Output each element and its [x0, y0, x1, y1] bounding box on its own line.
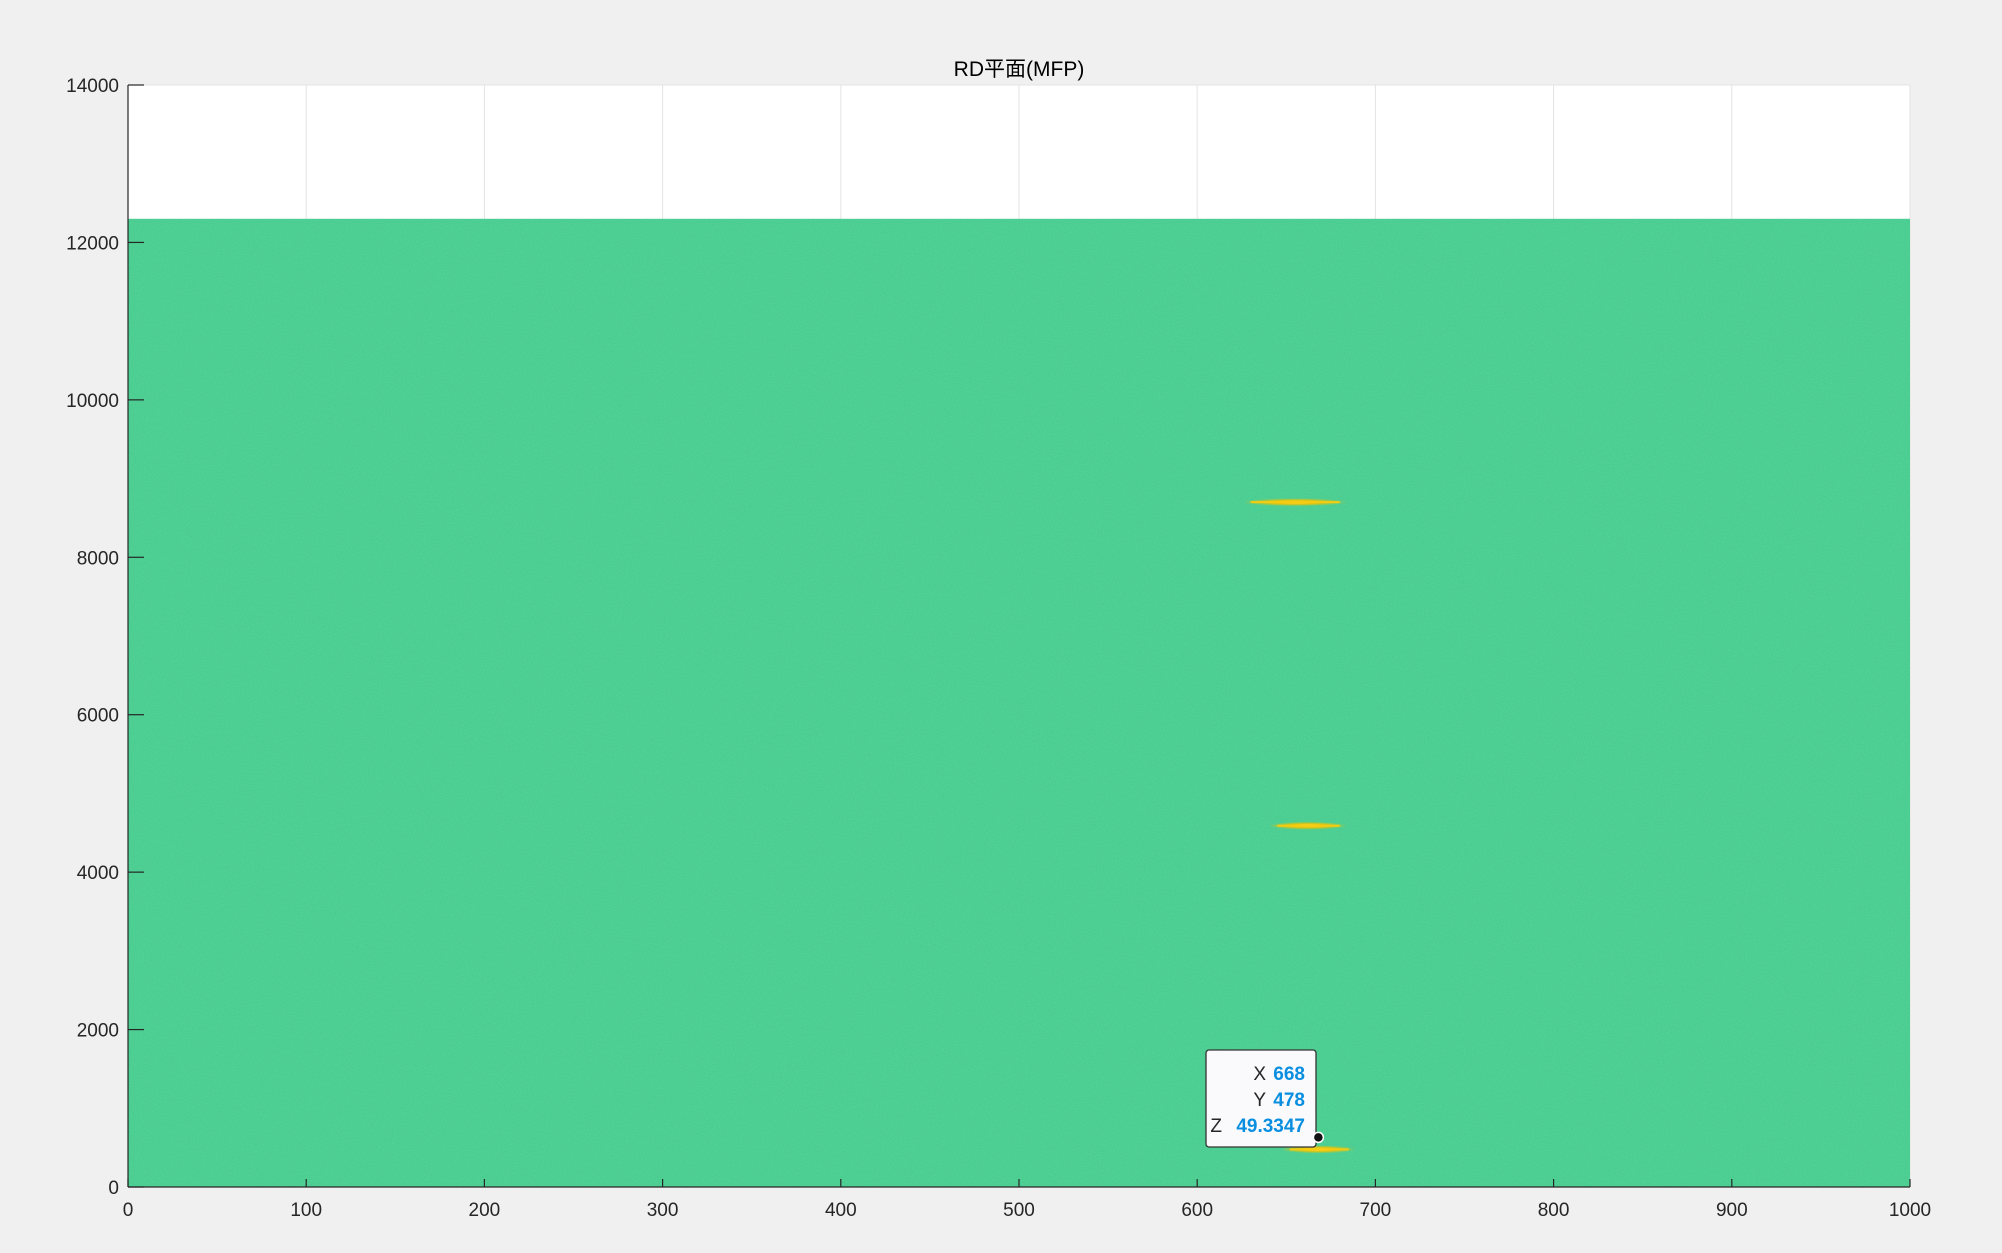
heatmap-noise — [128, 218, 1910, 1188]
x-tick-label-2: 200 — [469, 1200, 501, 1221]
datatip-value-y: 478 — [1273, 1090, 1305, 1111]
y-tick-label-4: 8000 — [77, 548, 119, 569]
datatip-value-z: 49.3347 — [1236, 1116, 1305, 1137]
chart-title: RD平面(MFP) — [954, 58, 1085, 81]
x-tick-label-8: 800 — [1538, 1200, 1570, 1221]
x-tick-label-10: 1000 — [1889, 1200, 1931, 1221]
hotspots-layer — [1242, 498, 1356, 1154]
y-tick-label-7: 14000 — [66, 76, 119, 97]
y-tick-label-0: 0 — [108, 1178, 119, 1199]
y-tick-label-6: 12000 — [66, 233, 119, 254]
datatip-box — [1205, 1049, 1317, 1148]
x-tick-label-5: 500 — [1003, 1200, 1035, 1221]
datatip-key-y: Y — [1253, 1090, 1266, 1111]
x-tick-label-9: 900 — [1716, 1200, 1748, 1221]
x-tick-label-4: 400 — [825, 1200, 857, 1221]
datatip-key-x: X — [1253, 1064, 1266, 1085]
y-tick-label-1: 2000 — [77, 1021, 119, 1042]
datatip[interactable]: 668 X 478 Y 49.3347 Z — [1205, 1049, 1325, 1148]
x-axis-ticks: 0 100 200 300 400 500 600 700 800 900 1000 — [123, 1179, 1931, 1221]
x-tick-label-0: 0 — [123, 1200, 134, 1221]
datatip-marker[interactable] — [1312, 1131, 1325, 1144]
datatip-value-x: 668 — [1273, 1064, 1305, 1085]
x-tick-label-3: 300 — [647, 1200, 679, 1221]
y-tick-label-3: 6000 — [77, 706, 119, 727]
heatmap-image — [128, 218, 1910, 1188]
y-tick-label-2: 4000 — [77, 863, 119, 884]
y-tick-label-5: 10000 — [66, 391, 119, 412]
x-tick-label-1: 100 — [290, 1200, 322, 1221]
datatip-key-z: Z — [1210, 1116, 1222, 1137]
x-tick-label-7: 700 — [1360, 1200, 1392, 1221]
x-tick-label-6: 600 — [1181, 1200, 1213, 1221]
y-axis-ticks: 0 2000 4000 6000 8000 10000 12000 14000 — [66, 76, 144, 1199]
